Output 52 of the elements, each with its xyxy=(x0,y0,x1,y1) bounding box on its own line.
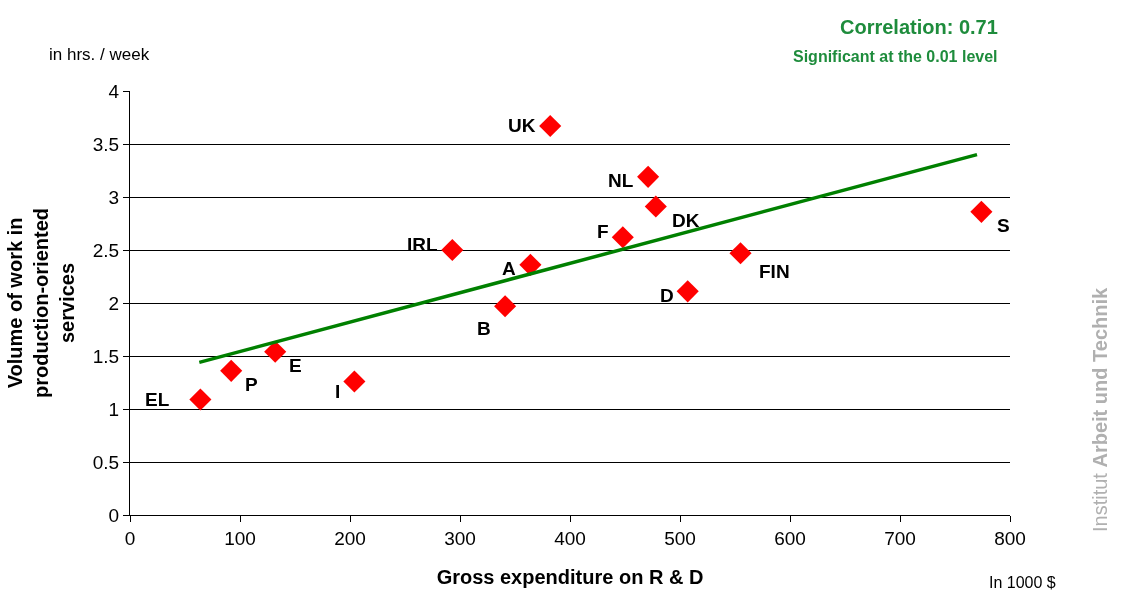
point xyxy=(970,200,993,223)
annotation: I xyxy=(335,381,341,402)
x-tick-label: 600 xyxy=(774,527,806,549)
annotation: D xyxy=(660,285,674,306)
point xyxy=(676,280,699,303)
x-tick-label: 500 xyxy=(664,527,696,549)
x-tick-label: 100 xyxy=(224,527,256,549)
annotation: NL xyxy=(608,170,634,191)
y-tick-label: 0.5 xyxy=(92,451,120,473)
point xyxy=(519,253,542,276)
annotation: S xyxy=(997,215,1010,236)
x-tick-label: 200 xyxy=(334,527,366,549)
point xyxy=(637,165,660,188)
point xyxy=(644,195,667,218)
y-tick-label: 4 xyxy=(108,80,120,102)
annotation: B xyxy=(477,318,491,339)
x-tick-label: 0 xyxy=(124,527,136,549)
y-tick-label: 0 xyxy=(108,504,120,526)
y-tick-label: 2 xyxy=(108,292,120,314)
point xyxy=(343,370,366,393)
point xyxy=(441,238,464,262)
text: Significant at the 0.01 level xyxy=(793,48,998,65)
x-tick-label: 300 xyxy=(444,527,476,549)
point xyxy=(264,340,287,363)
point xyxy=(611,226,634,249)
text: Institut Arbeit und Technik xyxy=(1089,287,1111,532)
point xyxy=(729,242,752,265)
point xyxy=(220,359,243,382)
point xyxy=(189,388,212,411)
annotation: UK xyxy=(508,115,536,136)
annotation: FIN xyxy=(759,261,790,282)
point xyxy=(494,295,517,318)
annotation: DK xyxy=(672,210,700,231)
text: Correlation: 0.71 xyxy=(840,16,998,38)
y-tick-label: 3 xyxy=(108,186,120,208)
y-tick-label: 1 xyxy=(108,398,120,420)
y-tick-label: 3.5 xyxy=(92,133,120,155)
x-tick-label: 800 xyxy=(994,527,1026,549)
y-tick-label: 2.5 xyxy=(92,239,120,261)
point xyxy=(539,114,562,138)
annotation: EL xyxy=(145,389,170,410)
annotation: A xyxy=(502,258,516,279)
annotation: E xyxy=(289,355,302,376)
annotation: F xyxy=(597,221,609,242)
text: in hrs. / week xyxy=(49,45,150,64)
x-axis-title: Gross expenditure on R & D xyxy=(436,566,704,589)
annotation: P xyxy=(245,374,258,395)
x-tick-label: 700 xyxy=(884,527,916,549)
y-tick-label: 1.5 xyxy=(92,345,120,367)
x-tick-label: 400 xyxy=(554,527,586,549)
y-axis-title: Volume of work in production-oriented services xyxy=(4,208,79,398)
text: In 1000 $ xyxy=(989,574,1056,591)
